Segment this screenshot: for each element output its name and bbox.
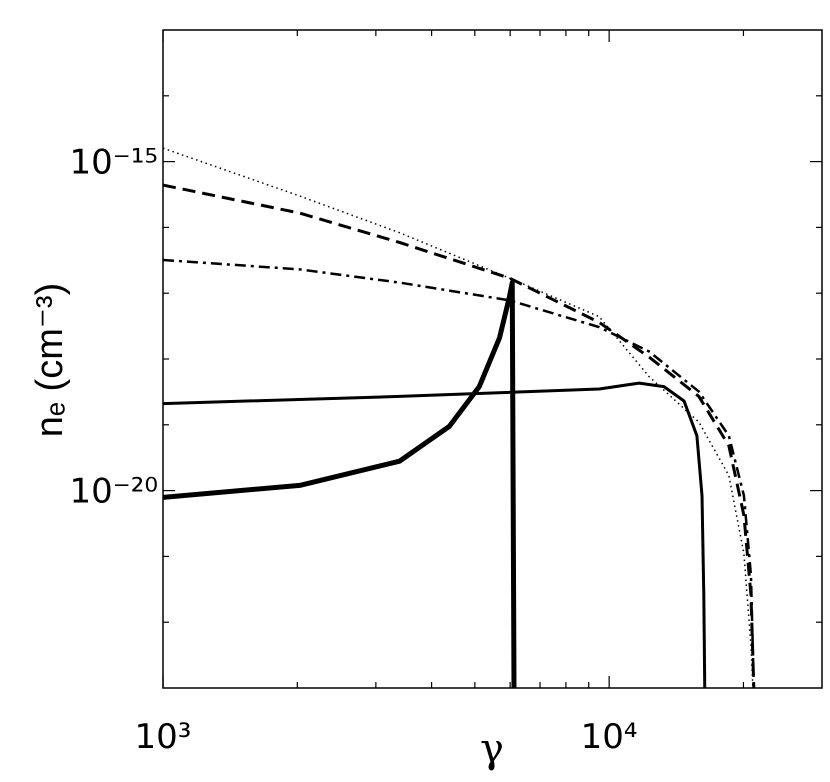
series-line xyxy=(163,280,517,688)
y-tick-label: 10⁻²⁰ xyxy=(70,472,158,512)
series-line xyxy=(163,381,707,688)
y-axis-label: nₑ (cm⁻³) xyxy=(29,283,71,438)
series-line xyxy=(163,147,754,688)
x-tick-label: 10³ xyxy=(135,717,192,757)
x-tick-label: 10⁴ xyxy=(581,717,638,757)
x-axis-label: γ xyxy=(480,726,504,772)
plot-lines xyxy=(163,147,756,688)
series-line xyxy=(163,183,756,688)
y-tick-label: 10⁻¹⁵ xyxy=(70,143,158,183)
series-line xyxy=(163,258,756,688)
